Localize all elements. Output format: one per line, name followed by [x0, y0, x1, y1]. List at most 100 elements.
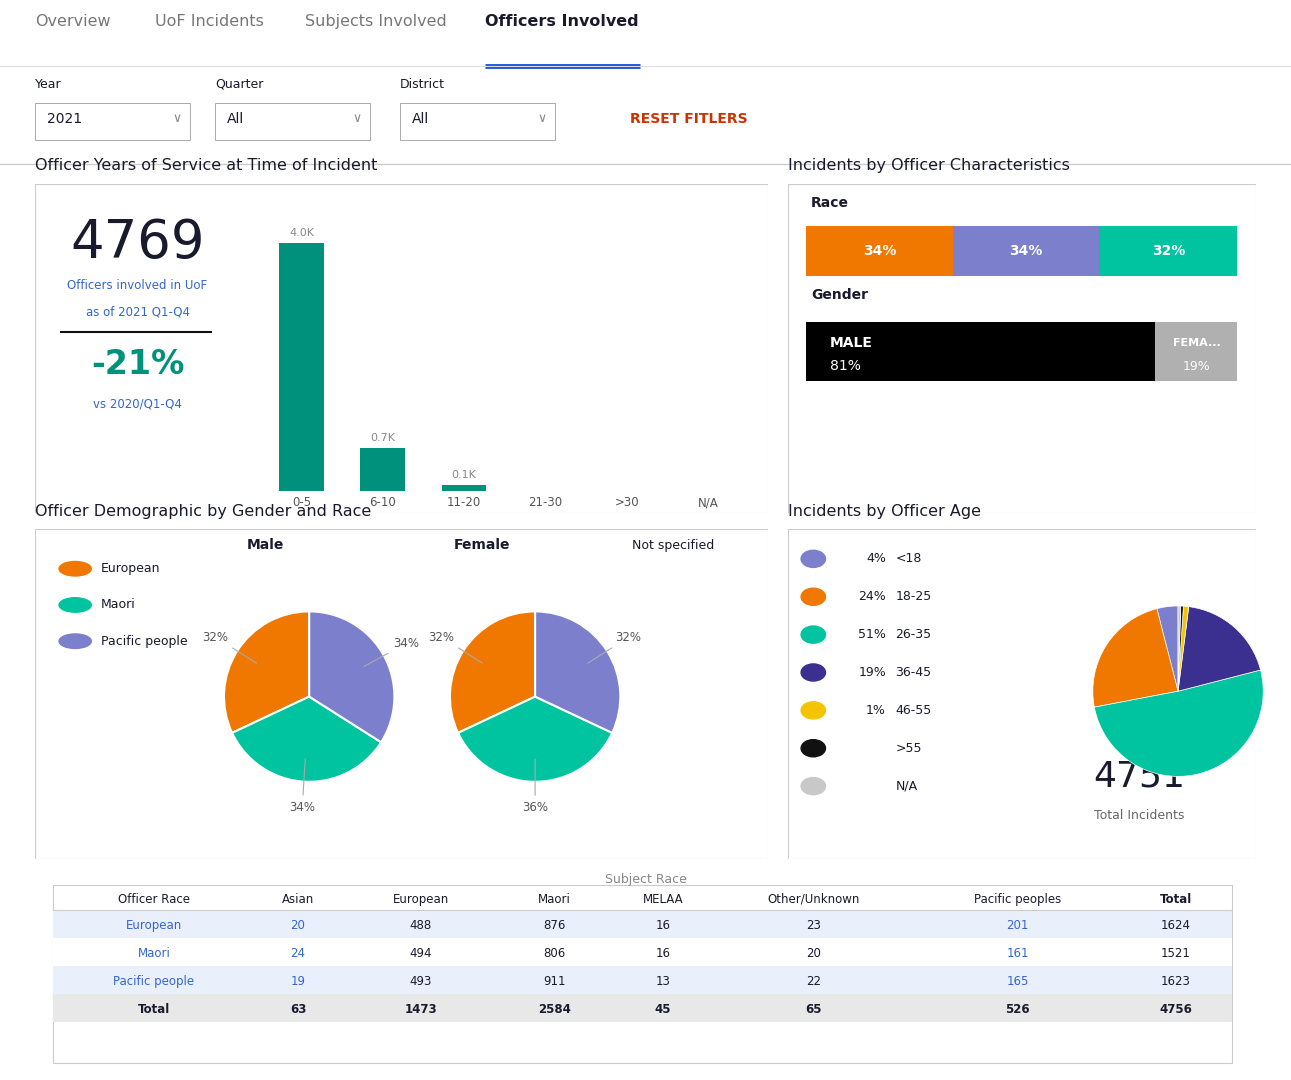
Text: Officers Involved: Officers Involved: [485, 14, 639, 28]
Text: 24: 24: [290, 947, 306, 960]
Text: 32%: 32%: [1152, 244, 1185, 258]
Wedge shape: [225, 611, 310, 733]
Bar: [279, 243, 324, 491]
Text: 32%: 32%: [587, 631, 642, 663]
Text: Gender: Gender: [811, 288, 868, 302]
Text: Not specified: Not specified: [631, 539, 714, 552]
Text: Total Incidents: Total Incidents: [1093, 809, 1184, 822]
Text: Other/Unknown: Other/Unknown: [768, 893, 860, 906]
Text: 876: 876: [544, 919, 565, 932]
Text: 0.7K: 0.7K: [371, 433, 395, 443]
Text: Officer Years of Service at Time of Incident: Officer Years of Service at Time of Inci…: [35, 158, 377, 173]
Text: 63: 63: [289, 1002, 306, 1016]
Text: Incidents by Officer Characteristics: Incidents by Officer Characteristics: [788, 158, 1069, 173]
Text: 23: 23: [807, 919, 821, 932]
Bar: [442, 485, 487, 491]
Text: 65: 65: [806, 1002, 822, 1016]
Text: 20: 20: [807, 947, 821, 960]
Text: 32%: 32%: [203, 631, 257, 663]
Wedge shape: [1157, 606, 1177, 691]
Text: UoF Incidents: UoF Incidents: [155, 14, 263, 28]
Text: All: All: [412, 112, 429, 125]
FancyBboxPatch shape: [53, 886, 1232, 1063]
Text: 1623: 1623: [1161, 975, 1190, 988]
Text: 16: 16: [656, 947, 670, 960]
Text: Female: Female: [454, 538, 510, 552]
Text: 20: 20: [290, 919, 306, 932]
Text: MALE: MALE: [830, 336, 873, 350]
Text: <18: <18: [895, 552, 922, 565]
Text: 81%: 81%: [830, 360, 861, 374]
Text: Overview: Overview: [35, 14, 111, 28]
Text: ∨: ∨: [537, 112, 546, 125]
Text: Male: Male: [247, 538, 284, 552]
Text: 34%: 34%: [1010, 244, 1043, 258]
Wedge shape: [536, 611, 620, 733]
Circle shape: [802, 551, 825, 567]
Text: 16: 16: [656, 919, 670, 932]
Circle shape: [802, 664, 825, 681]
Text: 34%: 34%: [862, 244, 896, 258]
Text: 161: 161: [1007, 947, 1029, 960]
Text: 34%: 34%: [289, 759, 315, 813]
Text: Total: Total: [138, 1002, 170, 1016]
Text: Race: Race: [811, 195, 849, 210]
Text: 19%: 19%: [859, 666, 886, 679]
Text: FEMA...: FEMA...: [1172, 338, 1220, 348]
Text: as of 2021 Q1-Q4: as of 2021 Q1-Q4: [85, 306, 190, 319]
Text: ∨: ∨: [172, 112, 181, 125]
Text: ∨: ∨: [352, 112, 361, 125]
Text: 4756: 4756: [1159, 1002, 1192, 1016]
Text: 4%: 4%: [866, 552, 886, 565]
Text: 526: 526: [1006, 1002, 1030, 1016]
Text: District: District: [400, 78, 445, 91]
Text: MELAA: MELAA: [643, 893, 683, 906]
Text: 36-45: 36-45: [895, 666, 931, 679]
Wedge shape: [1177, 607, 1260, 691]
Text: 13: 13: [656, 975, 670, 988]
Text: 806: 806: [544, 947, 565, 960]
Circle shape: [802, 589, 825, 605]
Text: 488: 488: [409, 919, 432, 932]
Circle shape: [59, 562, 92, 576]
Text: 494: 494: [409, 947, 432, 960]
Text: 0.1K: 0.1K: [452, 470, 476, 481]
FancyBboxPatch shape: [53, 910, 1232, 939]
Text: Year: Year: [35, 78, 62, 91]
FancyBboxPatch shape: [400, 104, 555, 140]
Text: 51%: 51%: [859, 629, 886, 642]
Text: Maori: Maori: [138, 947, 170, 960]
Text: 1473: 1473: [404, 1002, 438, 1016]
Text: 201: 201: [1007, 919, 1029, 932]
Bar: [360, 448, 405, 491]
Text: 19%: 19%: [1183, 360, 1211, 373]
Text: vs 2020/Q1-Q4: vs 2020/Q1-Q4: [93, 397, 182, 410]
Text: Pacific people: Pacific people: [101, 635, 187, 648]
Circle shape: [802, 778, 825, 795]
Wedge shape: [1177, 606, 1181, 691]
Text: RESET FITLERS: RESET FITLERS: [630, 112, 747, 125]
Wedge shape: [451, 611, 536, 733]
FancyBboxPatch shape: [53, 995, 1232, 1023]
Text: 1624: 1624: [1161, 919, 1190, 932]
Text: 36%: 36%: [522, 759, 549, 814]
FancyBboxPatch shape: [807, 227, 953, 275]
Text: Subject Race: Subject Race: [604, 873, 687, 886]
FancyBboxPatch shape: [788, 184, 1256, 513]
Text: 32%: 32%: [429, 631, 483, 663]
FancyBboxPatch shape: [788, 529, 1256, 859]
Wedge shape: [310, 611, 394, 742]
Text: 22: 22: [807, 975, 821, 988]
Text: Total: Total: [1159, 893, 1192, 906]
Text: 24%: 24%: [859, 591, 886, 604]
Text: Subjects Involved: Subjects Involved: [305, 14, 447, 28]
Text: 2584: 2584: [538, 1002, 571, 1016]
Text: Maori: Maori: [538, 893, 571, 906]
FancyBboxPatch shape: [216, 104, 371, 140]
Text: Pacific peoples: Pacific peoples: [973, 893, 1061, 906]
Text: 1521: 1521: [1161, 947, 1190, 960]
Text: European: European: [392, 893, 449, 906]
Text: 46-55: 46-55: [895, 704, 932, 717]
Wedge shape: [458, 697, 612, 782]
Text: Quarter: Quarter: [216, 78, 263, 91]
